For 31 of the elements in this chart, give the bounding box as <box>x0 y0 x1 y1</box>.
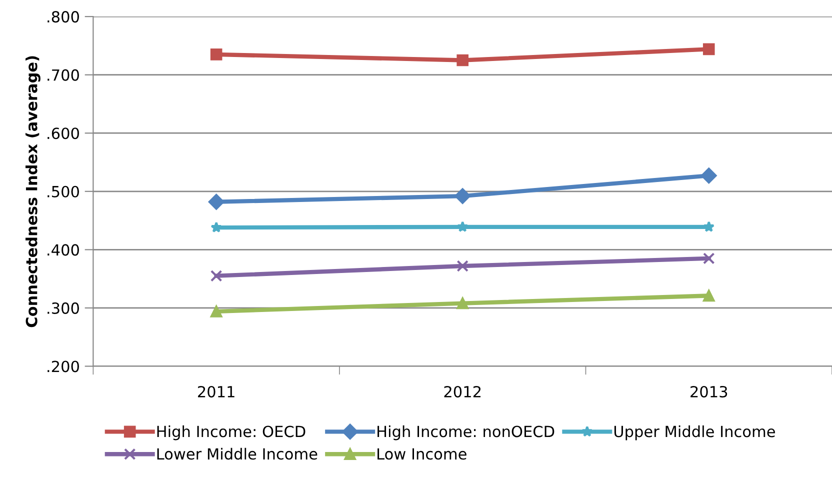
y-axis-title: Connectedness Index (average) <box>26 56 40 328</box>
point <box>456 221 468 232</box>
point <box>210 222 222 232</box>
point <box>456 54 468 66</box>
point <box>702 43 715 56</box>
point <box>210 270 222 282</box>
y-tick-label: .400 <box>48 244 79 256</box>
legend-label: Upper Middle Income <box>614 425 775 440</box>
legend-label: High Income: OECD <box>157 425 306 440</box>
point <box>456 260 468 272</box>
point <box>210 306 222 318</box>
point <box>702 290 715 302</box>
y-tick-label: .600 <box>48 128 79 140</box>
point <box>210 48 222 60</box>
point <box>208 194 224 210</box>
legend-label: Lower Middle Income <box>157 448 318 460</box>
y-tick-label: .500 <box>48 186 79 198</box>
point <box>700 168 717 184</box>
point <box>456 297 468 310</box>
x-tick-label: 2011 <box>198 386 234 398</box>
y-tick-label: .300 <box>48 302 79 314</box>
legend-label: Low Income <box>378 448 466 460</box>
y-tick-label: .800 <box>48 11 79 23</box>
point <box>703 221 715 232</box>
point <box>702 252 715 264</box>
legend-label: High Income: nonOECD <box>378 425 554 440</box>
y-tick-label: .700 <box>48 69 79 81</box>
x-tick-label: 2012 <box>444 386 480 398</box>
x-tick-label: 2013 <box>690 386 728 398</box>
y-tick-label: .200 <box>48 360 79 372</box>
point <box>454 188 471 204</box>
